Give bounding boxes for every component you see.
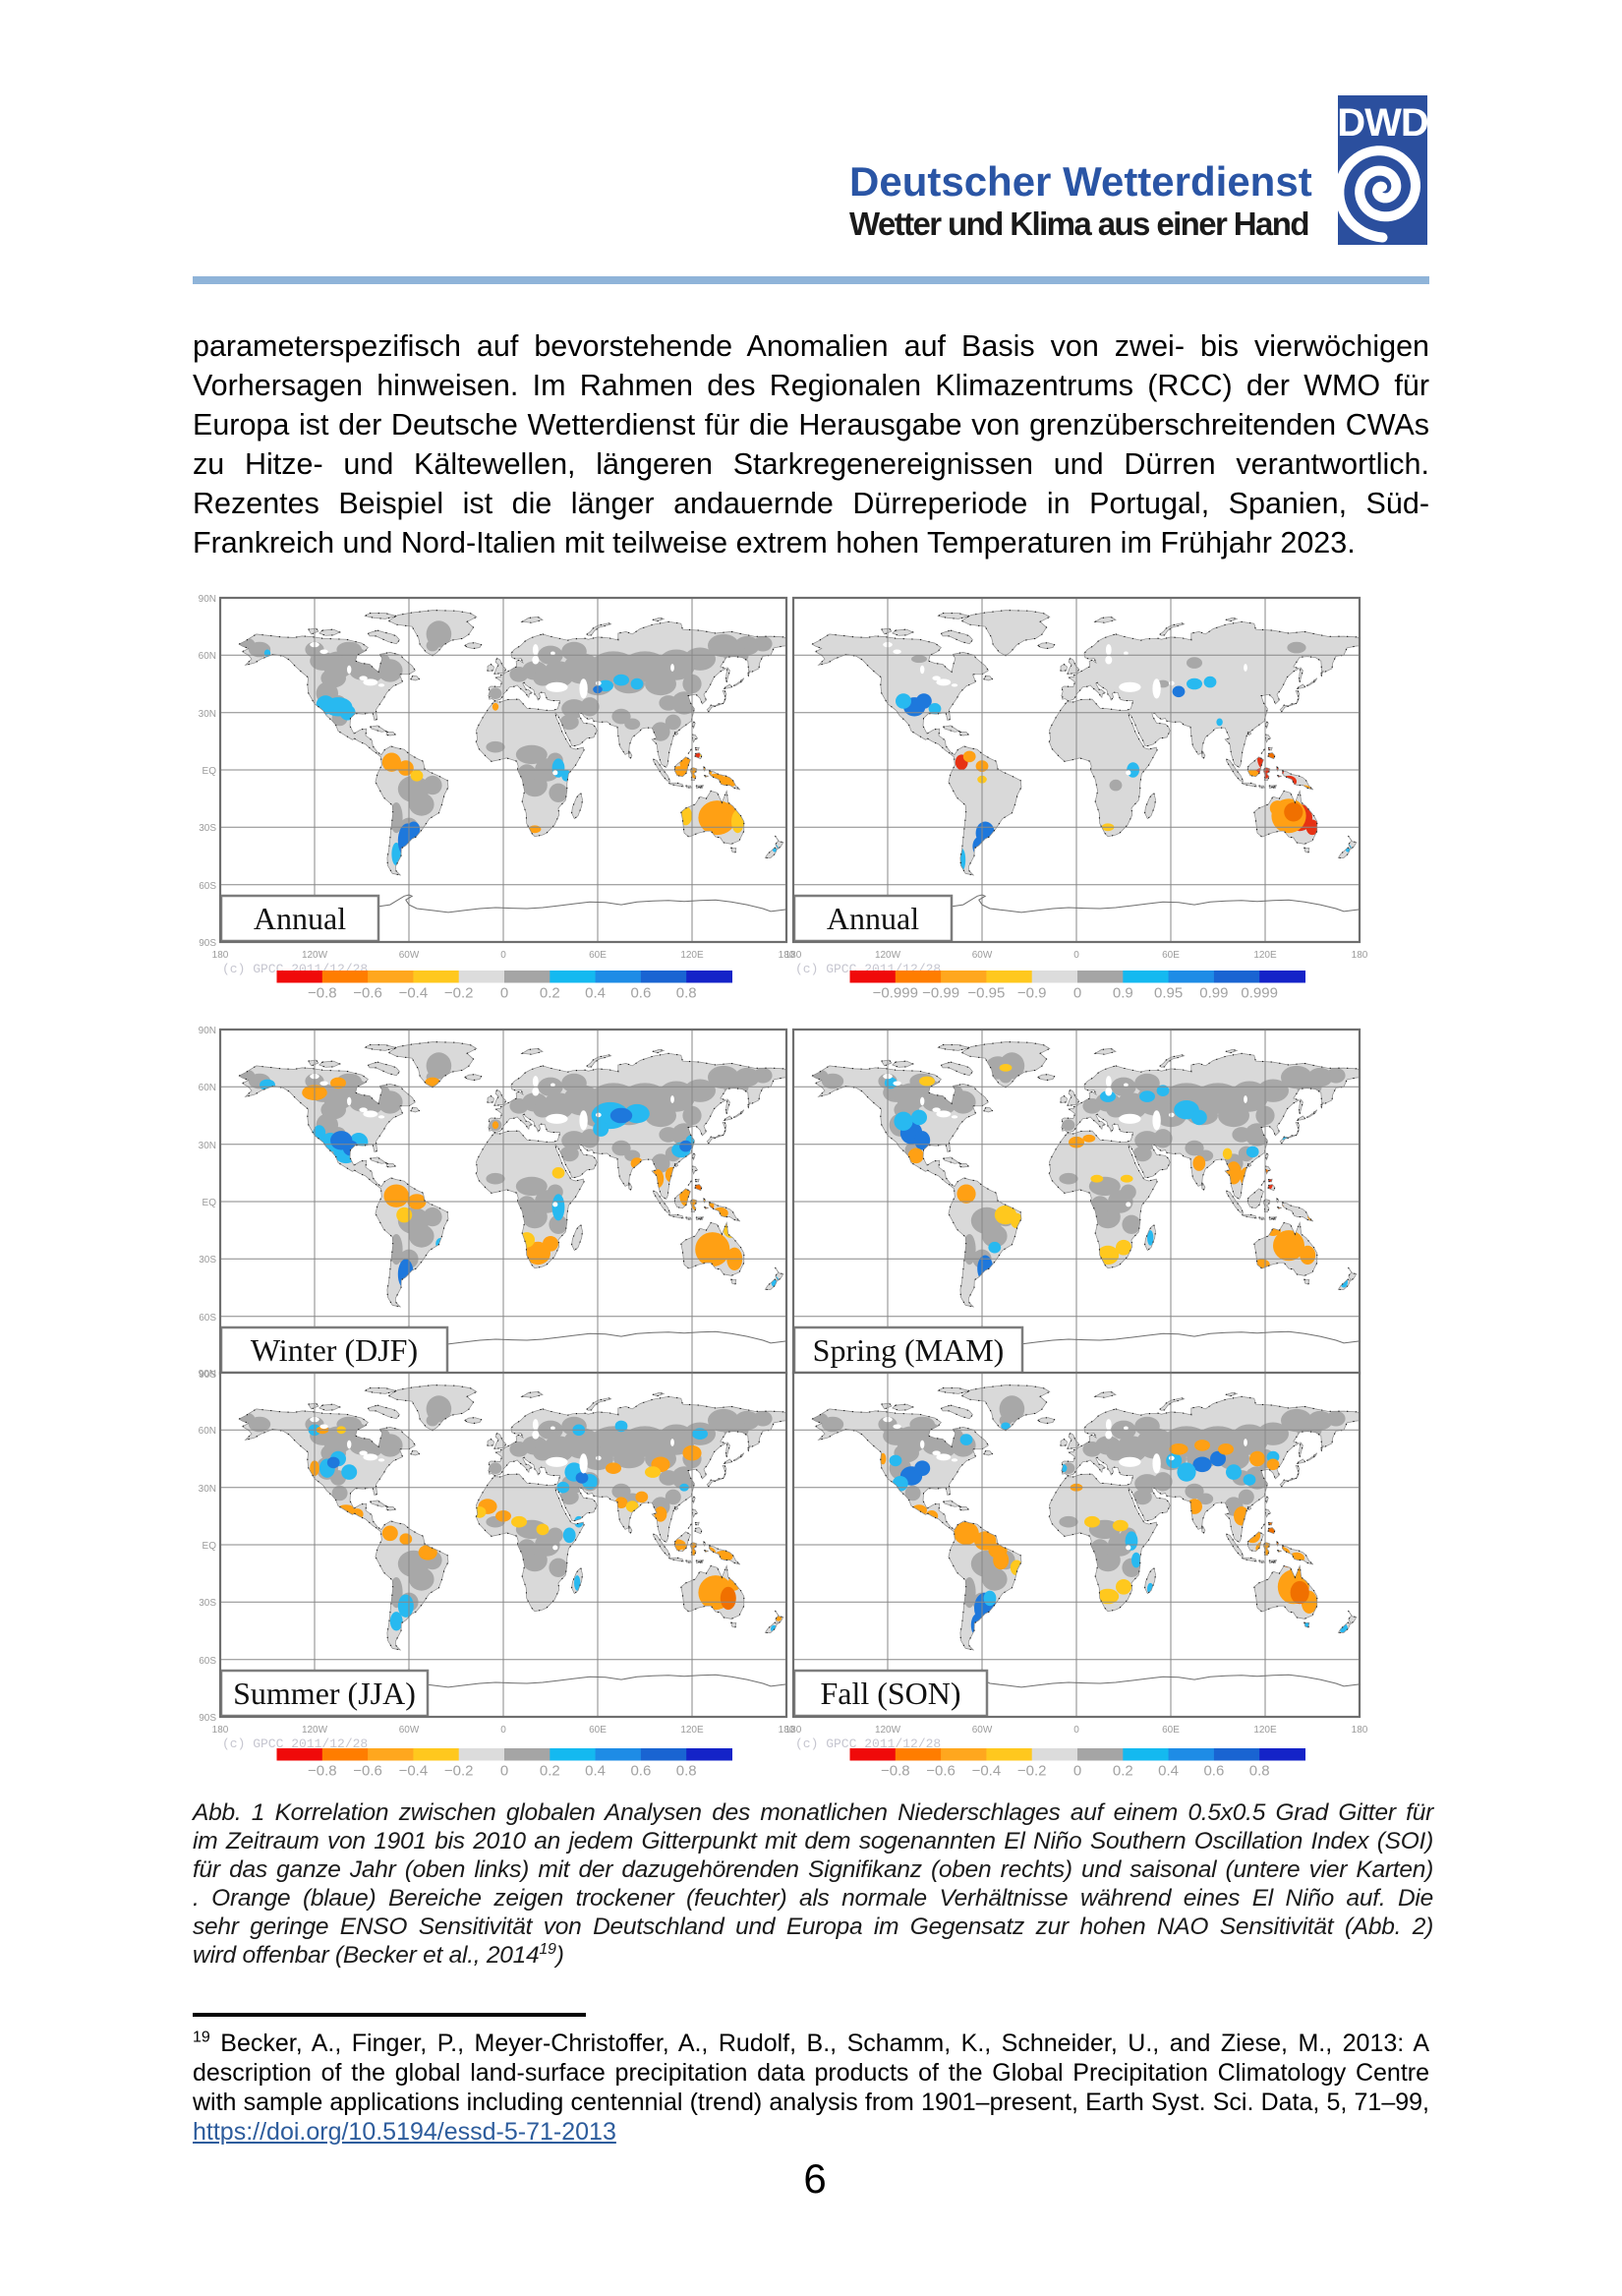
svg-text:−0.4: −0.4 (399, 1763, 429, 1780)
svg-text:0.8: 0.8 (676, 985, 697, 1002)
svg-text:0: 0 (500, 1763, 508, 1780)
svg-text:0.999: 0.999 (1241, 985, 1278, 1002)
svg-text:0: 0 (500, 950, 506, 961)
svg-text:90S: 90S (199, 938, 216, 949)
svg-text:30S: 30S (199, 823, 216, 834)
svg-text:EQ: EQ (203, 1198, 217, 1208)
svg-text:30N: 30N (199, 1484, 216, 1495)
svg-text:60S: 60S (199, 881, 216, 892)
svg-text:30S: 30S (199, 1598, 216, 1609)
svg-text:30N: 30N (199, 1141, 216, 1151)
svg-text:0.9: 0.9 (1113, 985, 1133, 1002)
svg-text:120W: 120W (302, 950, 328, 961)
svg-text:Spring (MAM): Spring (MAM) (813, 1332, 1005, 1368)
svg-text:120E: 120E (680, 1725, 704, 1736)
svg-text:60W: 60W (972, 1725, 993, 1736)
svg-text:90S: 90S (199, 1713, 216, 1724)
svg-text:60N: 60N (199, 1083, 216, 1093)
svg-text:180: 180 (1352, 950, 1368, 961)
svg-text:180: 180 (1352, 1725, 1368, 1736)
svg-text:EQ: EQ (203, 1541, 217, 1552)
svg-text:60W: 60W (399, 950, 420, 961)
svg-text:180: 180 (785, 950, 802, 961)
svg-text:−0.8: −0.8 (308, 1763, 337, 1780)
svg-text:60N: 60N (199, 1426, 216, 1437)
svg-text:0: 0 (500, 1725, 506, 1736)
svg-text:180: 180 (212, 950, 229, 961)
svg-text:120E: 120E (1253, 950, 1277, 961)
svg-text:60E: 60E (589, 1725, 607, 1736)
svg-text:0.6: 0.6 (630, 985, 651, 1002)
svg-text:180: 180 (779, 1725, 795, 1736)
svg-text:60S: 60S (199, 1313, 216, 1324)
svg-text:−0.6: −0.6 (353, 1763, 382, 1780)
svg-text:0.8: 0.8 (676, 1763, 697, 1780)
svg-text:60E: 60E (589, 950, 607, 961)
svg-text:(c) GPCC 2011/12/28: (c) GPCC 2011/12/28 (222, 1737, 368, 1751)
svg-text:Annual: Annual (254, 901, 346, 936)
svg-text:0.6: 0.6 (630, 1763, 651, 1780)
svg-text:−0.8: −0.8 (308, 985, 337, 1002)
svg-text:180: 180 (785, 1725, 802, 1736)
svg-text:120E: 120E (1253, 1725, 1277, 1736)
svg-text:Winter (DJF): Winter (DJF) (251, 1332, 418, 1368)
svg-text:−0.4: −0.4 (972, 1763, 1002, 1780)
svg-text:120W: 120W (875, 950, 901, 961)
svg-text:−0.4: −0.4 (399, 985, 429, 1002)
svg-text:−0.95: −0.95 (967, 985, 1005, 1002)
svg-text:0.8: 0.8 (1249, 1763, 1270, 1780)
svg-text:60W: 60W (399, 1725, 420, 1736)
svg-text:120W: 120W (875, 1725, 901, 1736)
svg-text:90N: 90N (199, 1026, 216, 1036)
svg-text:90S: 90S (199, 1370, 216, 1381)
svg-text:0.95: 0.95 (1154, 985, 1183, 1002)
svg-text:60S: 60S (199, 1656, 216, 1667)
svg-text:60W: 60W (972, 950, 993, 961)
svg-text:0: 0 (1073, 1763, 1081, 1780)
svg-text:EQ: EQ (203, 766, 217, 777)
svg-text:90N: 90N (199, 1369, 216, 1380)
svg-text:60E: 60E (1162, 1725, 1180, 1736)
svg-text:0.4: 0.4 (585, 985, 606, 1002)
svg-text:−0.9: −0.9 (1017, 985, 1047, 1002)
svg-text:0: 0 (500, 985, 508, 1002)
svg-text:90N: 90N (199, 594, 216, 605)
svg-text:120E: 120E (680, 950, 704, 961)
svg-text:0: 0 (1073, 1725, 1079, 1736)
svg-text:0.6: 0.6 (1203, 1763, 1224, 1780)
svg-text:0.4: 0.4 (1158, 1763, 1179, 1780)
svg-text:60N: 60N (199, 651, 216, 662)
svg-text:0: 0 (1073, 985, 1081, 1002)
svg-text:DWD: DWD (1338, 101, 1427, 145)
svg-text:60E: 60E (1162, 950, 1180, 961)
svg-text:30N: 30N (199, 709, 216, 720)
svg-text:180: 180 (779, 950, 795, 961)
svg-text:0.2: 0.2 (540, 1763, 560, 1780)
svg-text:120W: 120W (302, 1725, 328, 1736)
svg-text:0: 0 (1073, 950, 1079, 961)
svg-text:0.2: 0.2 (1113, 1763, 1133, 1780)
svg-text:Annual: Annual (827, 901, 919, 936)
svg-text:(c) GPCC 2011/12/28: (c) GPCC 2011/12/28 (795, 1737, 941, 1751)
svg-text:0.4: 0.4 (585, 1763, 606, 1780)
svg-text:Summer (JJA): Summer (JJA) (233, 1676, 416, 1711)
svg-text:−0.2: −0.2 (444, 985, 474, 1002)
svg-text:0.2: 0.2 (540, 985, 560, 1002)
svg-text:−0.8: −0.8 (881, 1763, 910, 1780)
svg-text:180: 180 (212, 1725, 229, 1736)
svg-text:30S: 30S (199, 1255, 216, 1266)
svg-text:Fall (SON): Fall (SON) (820, 1676, 960, 1711)
svg-text:−0.99: −0.99 (922, 985, 959, 1002)
svg-text:−0.2: −0.2 (1017, 1763, 1047, 1780)
svg-text:−0.999: −0.999 (873, 985, 918, 1002)
svg-text:0.99: 0.99 (1199, 985, 1228, 1002)
svg-text:−0.6: −0.6 (926, 1763, 956, 1780)
svg-text:−0.6: −0.6 (353, 985, 382, 1002)
svg-text:−0.2: −0.2 (444, 1763, 474, 1780)
